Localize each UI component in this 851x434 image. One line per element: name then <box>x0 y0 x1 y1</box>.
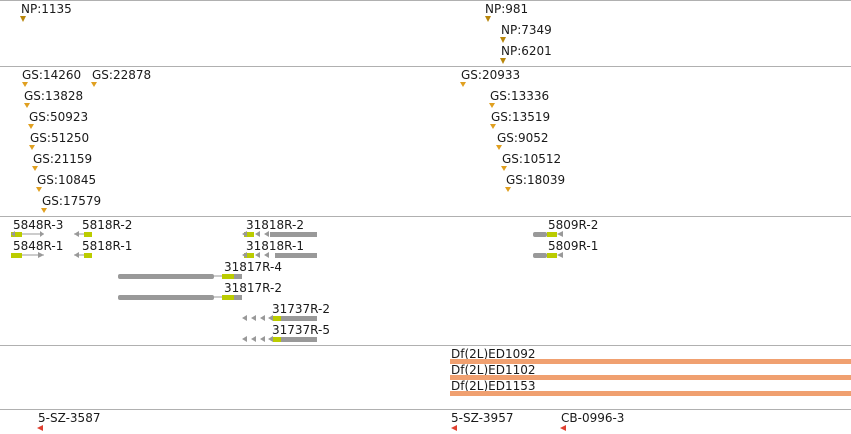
transcript-glyph[interactable] <box>74 252 92 258</box>
gs-marker-icon[interactable] <box>41 208 47 213</box>
gs-feature-label[interactable]: GS:51250 <box>30 131 90 145</box>
transcript-glyph[interactable] <box>242 231 317 237</box>
track-separator <box>0 409 851 410</box>
track-separator <box>0 345 851 346</box>
gs-marker-icon[interactable] <box>24 103 30 108</box>
gs-marker-icon[interactable] <box>496 145 502 150</box>
transcript-label[interactable]: 5818R-1 <box>82 239 133 253</box>
np-feature-label[interactable]: NP:7349 <box>501 23 552 37</box>
deficiency-bar[interactable] <box>450 359 851 364</box>
transcript-label[interactable]: 5809R-1 <box>548 239 599 253</box>
np-feature-label[interactable]: NP:6201 <box>501 44 552 58</box>
sz-feature-label[interactable]: 5-SZ-3957 <box>451 411 514 425</box>
transcript-label[interactable]: 5848R-3 <box>13 218 64 232</box>
sz-feature-label[interactable]: CB-0996-3 <box>561 411 625 425</box>
deficiency-bar[interactable] <box>450 375 851 380</box>
gs-feature-label[interactable]: GS:13828 <box>24 89 84 103</box>
gs-feature-label[interactable]: GS:50923 <box>29 110 89 124</box>
gs-marker-icon[interactable] <box>489 103 495 108</box>
gs-marker-icon[interactable] <box>22 82 28 87</box>
transcript-label[interactable]: 5809R-2 <box>548 218 599 232</box>
transcript-label[interactable]: 31817R-4 <box>224 260 282 274</box>
gs-feature-label[interactable]: GS:20933 <box>461 68 521 82</box>
gs-feature-label[interactable]: GS:13336 <box>490 89 550 103</box>
transcript-glyph[interactable] <box>533 231 563 237</box>
np-feature-label[interactable]: NP:981 <box>485 2 529 16</box>
gs-feature-label[interactable]: GS:17579 <box>42 194 102 208</box>
gs-feature-label[interactable]: GS:10512 <box>502 152 562 166</box>
transcript-label[interactable]: 5818R-2 <box>82 218 133 232</box>
gs-marker-icon[interactable] <box>29 145 35 150</box>
gs-marker-icon[interactable] <box>28 124 34 129</box>
deficiency-bar[interactable] <box>450 391 851 396</box>
np-marker-icon[interactable] <box>20 16 26 22</box>
track-separator <box>0 0 851 1</box>
transcript-glyph[interactable] <box>11 252 44 258</box>
gs-feature-label[interactable]: GS:18039 <box>506 173 566 187</box>
deficiency-label[interactable]: Df(2L)ED1153 <box>451 379 536 393</box>
gs-feature-label[interactable]: GS:13519 <box>491 110 551 124</box>
transcript-label[interactable]: 31737R-5 <box>272 323 330 337</box>
gs-marker-icon[interactable] <box>460 82 466 87</box>
sz-marker-icon[interactable] <box>560 425 566 431</box>
gs-marker-icon[interactable] <box>490 124 496 129</box>
transcript-label[interactable]: 31737R-2 <box>272 302 330 316</box>
deficiency-label[interactable]: Df(2L)ED1092 <box>451 347 536 361</box>
transcript-glyph[interactable] <box>74 231 92 237</box>
gs-feature-label[interactable]: GS:14260 <box>22 68 82 82</box>
sz-marker-icon[interactable] <box>37 425 43 431</box>
transcript-label[interactable]: 5848R-1 <box>13 239 64 253</box>
transcript-glyph[interactable] <box>242 336 317 342</box>
gs-marker-icon[interactable] <box>36 187 42 192</box>
track-separator <box>0 216 851 217</box>
np-marker-icon[interactable] <box>485 16 491 22</box>
transcript-label[interactable]: 31818R-1 <box>246 239 304 253</box>
track-separator <box>0 66 851 67</box>
np-marker-icon[interactable] <box>500 58 506 64</box>
transcript-glyph[interactable] <box>533 252 563 258</box>
gs-feature-label[interactable]: GS:10845 <box>37 173 97 187</box>
transcript-glyph[interactable] <box>242 252 317 258</box>
gs-feature-label[interactable]: GS:9052 <box>497 131 549 145</box>
transcript-label[interactable]: 31818R-2 <box>246 218 304 232</box>
np-feature-label[interactable]: NP:1135 <box>21 2 72 16</box>
gs-marker-icon[interactable] <box>501 166 507 171</box>
transcript-glyph[interactable] <box>118 274 242 279</box>
transcript-glyph[interactable] <box>118 295 242 300</box>
transcript-label[interactable]: 31817R-2 <box>224 281 282 295</box>
sz-feature-label[interactable]: 5-SZ-3587 <box>38 411 101 425</box>
gs-feature-label[interactable]: GS:22878 <box>92 68 152 82</box>
np-marker-icon[interactable] <box>500 37 506 43</box>
gs-feature-label[interactable]: GS:21159 <box>33 152 93 166</box>
gs-marker-icon[interactable] <box>505 187 511 192</box>
transcript-glyph[interactable] <box>11 231 44 237</box>
sz-marker-icon[interactable] <box>451 425 457 431</box>
transcript-glyph[interactable] <box>242 315 317 321</box>
gs-marker-icon[interactable] <box>91 82 97 87</box>
deficiency-label[interactable]: Df(2L)ED1102 <box>451 363 536 377</box>
gs-marker-icon[interactable] <box>32 166 38 171</box>
